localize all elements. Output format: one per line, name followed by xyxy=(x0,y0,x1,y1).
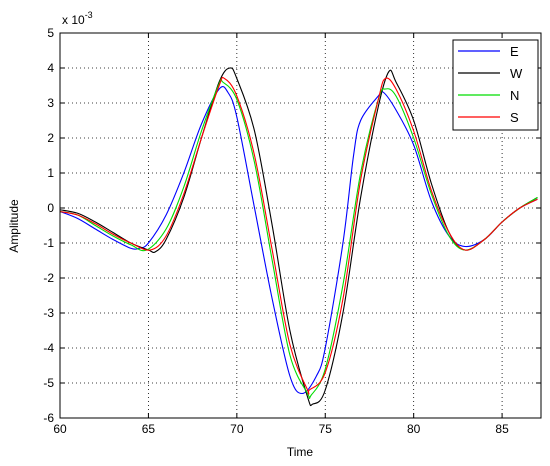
y-tick-label: 3 xyxy=(47,96,54,110)
y-tick-label: -3 xyxy=(43,306,54,320)
x-tick-label: 65 xyxy=(142,422,156,436)
grid xyxy=(60,33,541,418)
y-tick-label: 0 xyxy=(47,201,54,215)
y-tick-label: -1 xyxy=(43,236,54,250)
series-line-e xyxy=(59,86,538,395)
series-line-n xyxy=(59,78,538,399)
y-tick-label: -6 xyxy=(43,411,54,425)
x-tick-label: 60 xyxy=(53,422,67,436)
y-tick-label: -5 xyxy=(43,376,54,390)
legend-box xyxy=(452,39,539,131)
y-axis-label: Amplitude xyxy=(7,199,21,253)
legend-label-s: S xyxy=(510,110,519,125)
y-tick-label: -4 xyxy=(43,341,54,355)
legend-label-e: E xyxy=(510,44,519,59)
x-axis-label: Time xyxy=(287,445,314,459)
y-tick-label: 5 xyxy=(47,26,54,40)
x-tick-label: 75 xyxy=(319,422,333,436)
y-tick-label: 1 xyxy=(47,166,54,180)
legend-label-n: N xyxy=(510,88,519,103)
y-tick-label: -2 xyxy=(43,271,54,285)
x-tick-label: 80 xyxy=(407,422,421,436)
y-tick-label: 4 xyxy=(47,61,54,75)
series-layer xyxy=(59,67,538,407)
series-line-s xyxy=(59,76,538,395)
x-tick-label: 85 xyxy=(495,422,509,436)
y-tick-label: 2 xyxy=(47,131,54,145)
ticks: 60 65 70 75 80 85 -6 -5 -4 -3 -2 -1 0 1 2 3 4 5 xyxy=(43,26,541,436)
exponent-label: x 10-3 xyxy=(62,10,93,27)
axes-box xyxy=(59,32,542,419)
x-tick-label: 70 xyxy=(230,422,244,436)
legend-label-w: W xyxy=(510,66,523,81)
